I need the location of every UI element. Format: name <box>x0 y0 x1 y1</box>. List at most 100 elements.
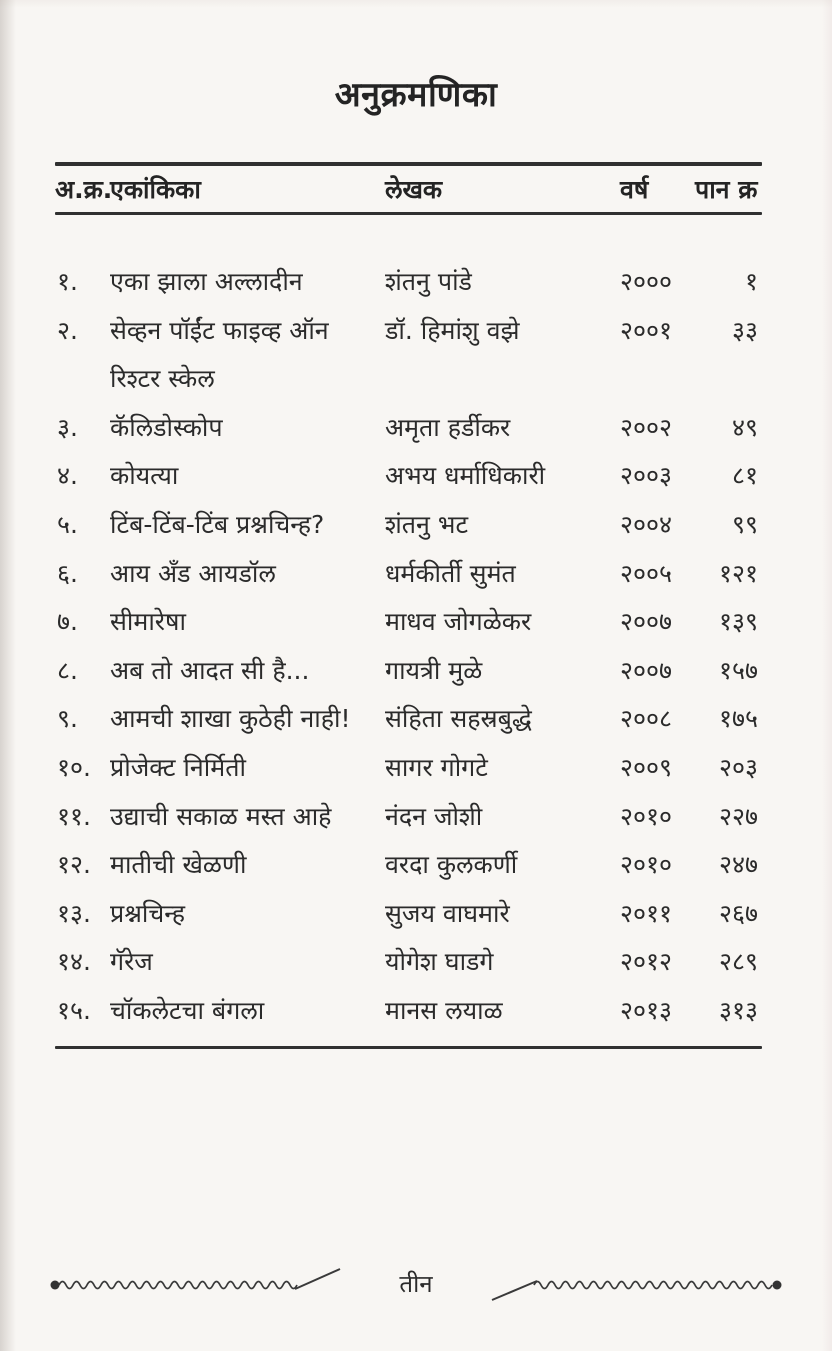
row-serial-number: ८. <box>57 655 78 685</box>
table-row: ९. आमची शाखा कुठेही नाही! संहिता सहस्रबु… <box>55 695 762 744</box>
row-serial-number: ५. <box>57 509 78 539</box>
contents-rows: १. एका झाला अल्लादीन शंतनु पांडे २००० १ … <box>55 258 762 1036</box>
row-serial-number: ४. <box>57 461 78 491</box>
row-year: २०११ <box>620 898 673 928</box>
row-serial-number: ७. <box>57 607 78 637</box>
row-year: २०१० <box>620 850 673 880</box>
row-author: वरदा कुलकर्णी <box>385 850 518 880</box>
table-top-rule <box>55 162 762 166</box>
row-play-title: प्रोजेक्ट निर्मिती <box>110 752 246 782</box>
row-play-title: चॉकलेटचा बंगला <box>110 995 265 1025</box>
table-row: १४. गॅरेज योगेश घाडगे २०१२ २८९ <box>55 938 762 987</box>
table-row: ४. कोयत्या अभय धर्माधिकारी २००३ ८१ <box>55 452 762 501</box>
row-year: २०१३ <box>620 995 673 1025</box>
row-play-title: कोयत्या <box>110 461 179 491</box>
row-page-number: २६७ <box>718 898 758 928</box>
row-author: शंतनु पांडे <box>385 267 472 296</box>
row-page-number: ४९ <box>731 412 758 442</box>
row-play-title: सीमारेषा <box>110 607 186 637</box>
table-row: ६. आय अँड आयडॉल धर्मकीर्ती सुमंत २००५ १२… <box>55 550 762 599</box>
row-play-title: टिंब-टिंब-टिंब प्रश्नचिन्ह? <box>110 509 325 539</box>
row-play-title: आय अँड आयडॉल <box>110 558 276 588</box>
row-author: संहिता सहस्रबुद्धे <box>385 704 532 734</box>
row-page-number: १५७ <box>718 655 758 685</box>
row-play-title: उद्याची सकाळ मस्त आहे <box>110 801 332 831</box>
header-serial: अ.क्र. <box>55 175 113 204</box>
row-page-number: ८१ <box>731 461 758 491</box>
table-row: ७. सीमारेषा माधव जोगळेकर २००७ १३९ <box>55 598 762 647</box>
table-row: २. सेव्हन पॉईंट फाइव्ह ऑन रिश्टर स्केल डॉ… <box>55 307 762 404</box>
row-author: अभय धर्माधिकारी <box>385 461 546 491</box>
row-page-number: २४७ <box>718 850 758 880</box>
header-author: लेखक <box>385 175 443 204</box>
row-serial-number: ६. <box>57 558 78 588</box>
table-header-rule <box>55 212 762 215</box>
wavy-line-right-icon <box>491 1280 782 1301</box>
row-serial-number: ९. <box>57 704 78 734</box>
row-year: २००७ <box>620 655 673 685</box>
row-year: २०१० <box>620 801 673 831</box>
page-title: अनुक्रमणिका <box>334 75 498 115</box>
row-year: २००९ <box>620 752 673 782</box>
header-page: पान क्र <box>695 175 758 204</box>
row-page-number: ३३ <box>731 315 758 345</box>
footer-decoration: तीन <box>48 1262 784 1306</box>
row-author: मानस लयाळ <box>385 995 503 1025</box>
row-play-title: एका झाला अल्लादीन <box>110 267 303 296</box>
row-play-title: गॅरेज <box>110 947 153 977</box>
row-play-title: अब तो आदत सी है... <box>110 655 310 685</box>
row-serial-number: २. <box>57 315 78 345</box>
row-serial-number: १०. <box>57 752 91 782</box>
footer-page-number: तीन <box>399 1270 433 1298</box>
row-page-number: १७५ <box>718 704 758 734</box>
row-author: सुजय वाघमारे <box>385 898 510 928</box>
row-year: २००८ <box>620 704 673 734</box>
row-year: २००७ <box>620 607 673 637</box>
table-row: १२. मातीची खेळणी वरदा कुलकर्णी २०१० २४७ <box>55 841 762 890</box>
table-row: १. एका झाला अल्लादीन शंतनु पांडे २००० १ <box>55 258 762 307</box>
row-play-title: सेव्हन पॉईंट फाइव्ह ऑन रिश्टर स्केल <box>110 315 329 394</box>
row-page-number: ९९ <box>731 509 758 539</box>
table-row: १३. प्रश्नचिन्ह सुजय वाघमारे २०११ २६७ <box>55 890 762 939</box>
row-page-number: १ <box>744 267 758 296</box>
row-play-title: प्रश्नचिन्ह <box>110 898 186 928</box>
row-author: शंतनु भट <box>385 509 469 539</box>
row-year: २००० <box>620 267 673 296</box>
row-serial-number: ११. <box>57 801 91 831</box>
row-author: धर्मकीर्ती सुमंत <box>385 558 516 588</box>
row-page-number: २०३ <box>718 752 758 782</box>
table-row: ८. अब तो आदत सी है... गायत्री मुळे २००७ … <box>55 647 762 696</box>
table-row: १०. प्रोजेक्ट निर्मिती सागर गोगटे २००९ २… <box>55 744 762 793</box>
row-serial-number: १४. <box>57 947 91 977</box>
row-author: नंदन जोशी <box>385 801 483 831</box>
row-serial-number: १३. <box>57 898 91 928</box>
row-author: योगेश घाडगे <box>385 947 494 977</box>
table-bottom-rule <box>55 1046 762 1049</box>
row-play-title: मातीची खेळणी <box>110 850 247 880</box>
row-author: माधव जोगळेकर <box>385 607 532 637</box>
row-year: २००४ <box>620 509 673 539</box>
row-play-title: कॅलिडोस्कोप <box>110 412 223 442</box>
row-page-number: १२१ <box>718 558 758 588</box>
row-page-number: २२७ <box>718 801 758 831</box>
row-year: २००५ <box>620 558 673 588</box>
header-year: वर्ष <box>620 175 649 204</box>
row-serial-number: १. <box>57 267 78 296</box>
wavy-line-left-icon <box>50 1268 341 1290</box>
row-year: २००२ <box>620 412 673 442</box>
row-author: गायत्री मुळे <box>385 655 483 685</box>
table-header-row: अ.क्र. एकांकिका लेखक वर्ष पान क्र <box>55 166 762 212</box>
header-play: एकांकिका <box>110 175 201 204</box>
row-serial-number: १५. <box>57 995 91 1025</box>
row-serial-number: १२. <box>57 850 91 880</box>
row-author: डॉ. हिमांशु वझे <box>385 315 520 345</box>
row-year: २००३ <box>620 461 673 491</box>
row-page-number: ३१३ <box>718 995 758 1025</box>
table-row: ५. टिंब-टिंब-टिंब प्रश्नचिन्ह? शंतनु भट … <box>55 501 762 550</box>
row-play-title: आमची शाखा कुठेही नाही! <box>110 704 351 734</box>
row-serial-number: ३. <box>57 412 78 442</box>
table-row: १५. चॉकलेटचा बंगला मानस लयाळ २०१३ ३१३ <box>55 987 762 1036</box>
table-row: ३. कॅलिडोस्कोप अमृता हर्डीकर २००२ ४९ <box>55 404 762 453</box>
row-year: २००१ <box>620 315 673 345</box>
